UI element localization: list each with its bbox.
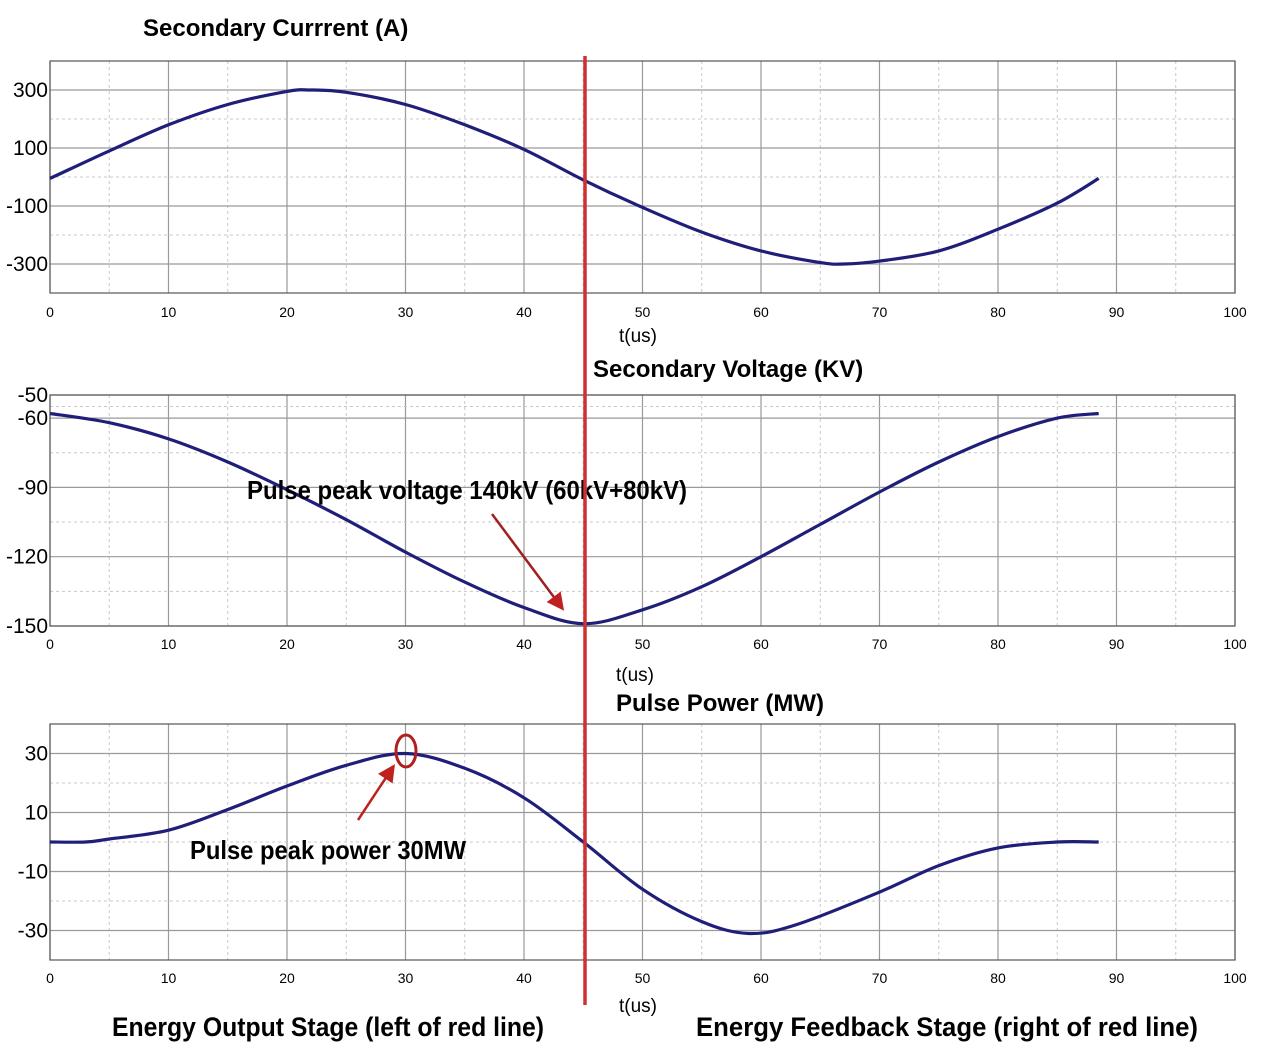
- current-x-tick-label: 80: [990, 304, 1006, 320]
- voltage-x-ticks: 0 10 20 30 40 50 60 70 80 90 100: [46, 636, 1247, 652]
- output-stage-label: Energy Output Stage (left of red line): [112, 1012, 544, 1042]
- voltage-x-tick-label: 90: [1109, 636, 1125, 652]
- power-annotation-arrow: [356, 764, 395, 821]
- power-x-tick-label: 100: [1223, 970, 1247, 986]
- current-y-tick-label: 100: [13, 137, 48, 160]
- current-y-tick-label: -300: [6, 253, 48, 276]
- power-x-tick-label: 20: [279, 970, 295, 986]
- power-grid: [49, 724, 1236, 960]
- voltage-x-tick-label: 70: [872, 636, 888, 652]
- voltage-y-tick-label: -150: [6, 615, 48, 638]
- power-title: Pulse Power (MW): [616, 690, 824, 717]
- current-x-tick-label: 40: [516, 304, 532, 320]
- current-x-tick-label: 10: [161, 304, 177, 320]
- peak-power-circle: [394, 733, 418, 769]
- voltage-panel: Secondary Voltage (KV) -50-60 -90 -120 -150…: [6, 356, 1247, 686]
- voltage-y-tick-label: -50: [18, 384, 48, 407]
- voltage-grid: [49, 394, 1236, 627]
- voltage-y-tick-label: -120: [6, 546, 48, 569]
- current-x-tick-label: 90: [1109, 304, 1125, 320]
- power-x-tick-label: 90: [1109, 970, 1125, 986]
- power-x-tick-label: 0: [46, 970, 54, 986]
- voltage-series-line: [49, 411, 1099, 626]
- current-x-tick-label: 0: [46, 304, 54, 320]
- voltage-y-ticks: -50-60 -90 -120 -150: [6, 384, 48, 638]
- voltage-x-tick-label: 20: [279, 636, 295, 652]
- voltage-title: Secondary Voltage (KV): [593, 356, 863, 383]
- current-title: Secondary Currrent (A): [143, 15, 408, 42]
- current-y-ticks: 300 100 -100 -300: [6, 79, 48, 276]
- voltage-x-tick-label: 10: [161, 636, 177, 652]
- voltage-x-label: t(us): [616, 665, 654, 686]
- current-x-tick-label: 70: [872, 304, 888, 320]
- power-x-tick-label: 80: [990, 970, 1006, 986]
- power-series-line: [49, 751, 1099, 936]
- current-x-tick-label: 20: [279, 304, 295, 320]
- voltage-annotation-arrow: [490, 513, 565, 611]
- voltage-x-tick-label: 80: [990, 636, 1006, 652]
- voltage-x-tick-label: 30: [398, 636, 414, 652]
- power-y-ticks: 30 10 -10 -30: [18, 743, 48, 943]
- voltage-x-tick-label: 50: [635, 636, 651, 652]
- voltage-x-tick-label: 40: [516, 636, 532, 652]
- power-x-tick-label: 50: [635, 970, 651, 986]
- voltage-plot-frame: [49, 394, 1236, 627]
- power-x-tick-label: 10: [161, 970, 177, 986]
- power-x-tick-label: 40: [516, 970, 532, 986]
- voltage-x-tick-label: 60: [753, 636, 769, 652]
- power-x-ticks: 0 10 20 30 40 50 60 70 80 90 100: [46, 970, 1247, 986]
- power-panel: Pulse Power (MW) 30 10 -10 -30 0 10 20 30 40 50 6…: [18, 690, 1247, 1017]
- current-x-tick-label: 50: [635, 304, 651, 320]
- feedback-stage-label: Energy Feedback Stage (right of red line…: [696, 1012, 1198, 1042]
- current-x-tick-label: 100: [1223, 304, 1247, 320]
- power-y-tick-label: 10: [25, 802, 48, 825]
- power-x-tick-label: 60: [753, 970, 769, 986]
- voltage-y-tick-label: -90: [18, 476, 48, 499]
- power-x-label: t(us): [619, 996, 657, 1017]
- power-x-tick-label: 70: [872, 970, 888, 986]
- power-annotation: Pulse peak power 30MW: [190, 835, 466, 865]
- current-y-tick-label: -100: [6, 195, 48, 218]
- power-y-tick-label: 30: [25, 743, 48, 766]
- voltage-x-tick-label: 100: [1223, 636, 1247, 652]
- voltage-annotation: Pulse peak voltage 140kV (60kV+80kV): [247, 475, 687, 505]
- current-x-label: t(us): [619, 326, 657, 347]
- current-x-ticks: 0 10 20 30 40 50 60 70 80 90 100: [46, 304, 1247, 320]
- current-x-tick-label: 60: [753, 304, 769, 320]
- voltage-x-tick-label: 0: [46, 636, 54, 652]
- current-y-tick-label: 300: [13, 79, 48, 102]
- power-y-tick-label: -10: [18, 861, 48, 884]
- current-panel: Secondary Currrent (A) 300 100 -100 -300 0 1…: [6, 15, 1247, 347]
- current-x-tick-label: 30: [398, 304, 414, 320]
- current-grid: [49, 61, 1236, 293]
- power-y-tick-label: -30: [18, 920, 48, 943]
- voltage-y-tick-label: -60: [18, 407, 48, 430]
- power-x-tick-label: 30: [398, 970, 414, 986]
